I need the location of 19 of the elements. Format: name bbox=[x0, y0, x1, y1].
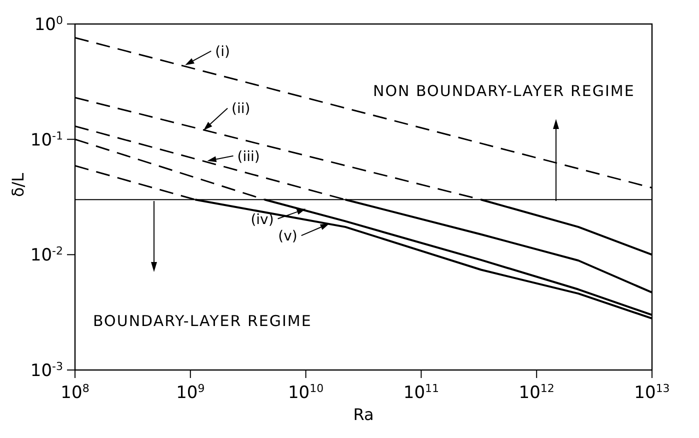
x-tick-label: 10$^{10}$ bbox=[288, 382, 324, 403]
x-axis-title: Ra bbox=[353, 405, 374, 424]
y-tick-label: 10$^{-3}$ bbox=[30, 360, 63, 381]
annotation: (v) bbox=[278, 228, 298, 245]
y-tick-label: 10$^{0}$ bbox=[34, 14, 63, 35]
x-tick-label: 10$^{11}$ bbox=[403, 382, 440, 403]
y-axis-title: δ/L bbox=[8, 172, 28, 197]
annotation: (iv) bbox=[250, 212, 274, 228]
annotation: (i) bbox=[215, 44, 230, 60]
y-tick-label: 10$^{-2}$ bbox=[30, 244, 63, 266]
y-tick-label: 10$^{-1}$ bbox=[30, 128, 63, 150]
x-tick-label: 10$^{13}$ bbox=[634, 382, 670, 403]
annotation: BOUNDARY-LAYER REGIME bbox=[93, 312, 312, 330]
annotation: (ii) bbox=[232, 101, 250, 118]
x-tick-label: 10$^{12}$ bbox=[518, 382, 554, 403]
annotation: (iii) bbox=[237, 148, 260, 165]
x-tick-label: 10$^{9}$ bbox=[176, 382, 205, 403]
x-tick-label: 10$^{8}$ bbox=[60, 382, 90, 403]
annotation: NON BOUNDARY-LAYER REGIME bbox=[373, 82, 635, 100]
